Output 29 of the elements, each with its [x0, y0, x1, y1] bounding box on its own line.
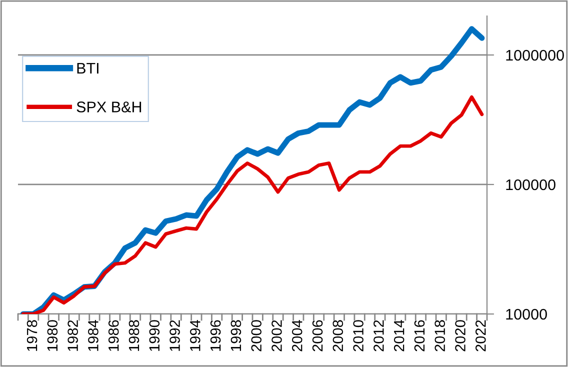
x-tick-label: 1992 — [170, 320, 180, 351]
x-tick-label: 2010 — [353, 320, 364, 352]
x-tick-label: 2004 — [292, 320, 302, 352]
legend-label: BTI — [77, 63, 98, 74]
x-tick-label: 1986 — [108, 320, 119, 351]
x-tick-label: 2016 — [414, 320, 425, 352]
line-series — [21, 95, 484, 314]
x-tick-label: 2012 — [374, 320, 384, 352]
y-tick-label: 10000 — [506, 308, 547, 320]
x-tick-label: 1978 — [26, 320, 38, 351]
x-tick-label: 2020 — [455, 320, 466, 352]
x-tick-label: 1988 — [128, 320, 140, 351]
x-tick-label: 2022 — [475, 320, 486, 352]
x-tick-label: 1984 — [88, 320, 98, 351]
x-tick-label: 2002 — [272, 320, 282, 352]
x-tick-label: 1982 — [68, 320, 78, 351]
x-tick-label: 1996 — [210, 320, 221, 351]
x-tick-label: 1998 — [230, 320, 242, 351]
x-tick-label: 2014 — [394, 320, 404, 352]
x-tick-label: 2008 — [332, 320, 344, 352]
y-tick-label: 1000000 — [506, 50, 564, 61]
x-tick-label: 1990 — [149, 320, 160, 351]
x-tick-label: 2018 — [434, 320, 446, 352]
legend-label: SPX B&H — [76, 102, 142, 112]
x-tick-label: 1980 — [47, 320, 58, 351]
y-tick-label: 100000 — [506, 179, 556, 190]
x-tick-label: 1994 — [190, 320, 200, 351]
x-tick-label: 2006 — [312, 320, 323, 352]
x-tick-label: 2000 — [251, 320, 262, 352]
